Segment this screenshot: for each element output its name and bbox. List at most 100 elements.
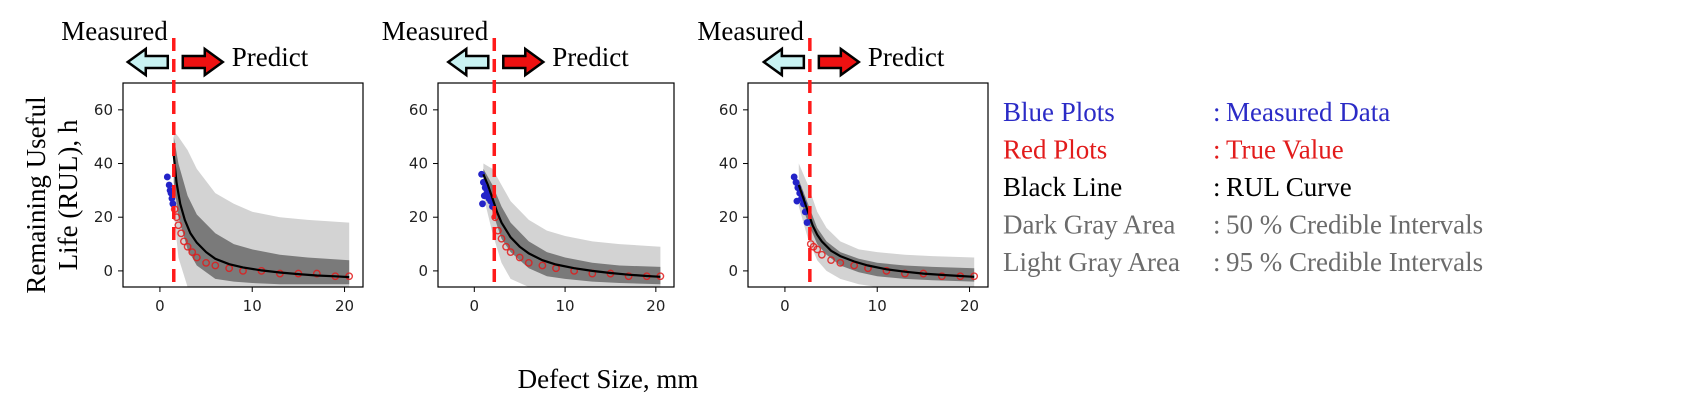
y-tick-label: 0 (103, 262, 113, 280)
legend-colon-2: : (1213, 135, 1221, 165)
measured-point (169, 200, 177, 208)
plot-area (163, 131, 354, 287)
measured-arrow-icon (761, 46, 806, 78)
chart-panel-1: 0 10 20 0 20 40 60 Measured Predict (61, 16, 364, 315)
predict-label: Predict (552, 42, 629, 72)
true-value-point (188, 248, 197, 257)
true-value-point (180, 237, 188, 246)
measured-point (480, 192, 488, 200)
x-tick-label: 0 (470, 297, 480, 315)
measured-label: Measured (61, 16, 168, 46)
true-value-point (211, 261, 220, 270)
true-value-point (813, 245, 822, 254)
rul-curve-line (482, 173, 661, 278)
predict-arrow-icon (817, 46, 861, 78)
measured-label: Measured (382, 16, 489, 46)
measured-point (793, 197, 801, 205)
y-tick-label: 20 (409, 208, 428, 226)
x-tick-label: 10 (868, 297, 887, 315)
legend-value-5: 95 % Credible Intervals (1226, 247, 1483, 277)
true-value-point (524, 258, 533, 267)
measured-point (165, 181, 173, 189)
true-value-point (515, 253, 524, 262)
y-tick-label: 0 (728, 262, 738, 280)
legend-key-2: Red Plots (1003, 135, 1107, 165)
chart-panel-2: 0 10 20 0 20 40 60 Measured Predict (382, 16, 675, 315)
band-50-area (483, 168, 661, 285)
rul-curve-line (172, 155, 350, 279)
x-axis-label: Defect Size, mm (518, 364, 699, 394)
y-tick-label: 60 (94, 101, 113, 119)
y-tick-label: 60 (409, 101, 428, 119)
x-tick-label: 20 (335, 297, 354, 315)
chart-panel-3: 0 10 20 0 20 40 60 Measured Predict (697, 16, 989, 315)
true-value-point (937, 272, 946, 281)
legend-value-2: True Value (1226, 135, 1344, 165)
predict-arrow-icon (181, 46, 225, 78)
true-value-point (538, 261, 547, 270)
true-value-point (192, 253, 201, 262)
y-tick-label: 20 (94, 208, 113, 226)
measured-point (481, 184, 489, 192)
true-value-point (497, 234, 506, 243)
true-value-point (827, 256, 835, 265)
legend-key-4: Dark Gray Area (1003, 210, 1175, 240)
measured-point (479, 200, 486, 208)
axes-frame (747, 82, 989, 288)
y-tick-label: 40 (94, 155, 113, 173)
true-value-point (624, 272, 633, 281)
measured-point (163, 173, 171, 181)
legend-key-5: Light Gray Area (1003, 247, 1180, 277)
y-tick-label: 0 (418, 262, 428, 280)
true-value-point (506, 248, 515, 257)
legend-colon-1: : (1213, 97, 1221, 127)
y-tick-label: 40 (409, 155, 428, 173)
y-tick-label: 40 (719, 155, 738, 173)
legend-value-1: Measured Data (1226, 97, 1390, 127)
predict-label: Predict (232, 42, 309, 72)
x-tick-label: 20 (646, 297, 665, 315)
measured-arrow-icon (446, 46, 490, 78)
measured-point (790, 173, 798, 181)
plot-area (478, 163, 665, 287)
true-value-point (901, 269, 909, 278)
predict-label: Predict (868, 42, 945, 72)
measured-label: Measured (697, 16, 804, 46)
axes-frame (437, 82, 675, 288)
legend-colon-5: : (1213, 247, 1221, 277)
y-axis-label-line1: Remaining Useful (21, 96, 51, 293)
chart-panels: 0 10 20 0 20 40 60 Measured Predict 0 10 20 0 20 40 60 M… (61, 16, 989, 315)
x-tick-label: 20 (960, 297, 979, 315)
x-tick-label: 0 (155, 297, 165, 315)
band-50-area (173, 136, 350, 285)
legend-value-3: RUL Curve (1226, 172, 1352, 202)
y-tick-label: 60 (719, 101, 738, 119)
true-value-point (836, 258, 845, 267)
predict-arrow-icon (502, 46, 546, 78)
true-value-point (502, 242, 510, 251)
plot-area (790, 163, 979, 287)
true-value-point (183, 242, 192, 251)
measured-point (803, 219, 811, 226)
true-value-point (817, 250, 826, 259)
true-value-point (312, 269, 321, 278)
y-axis-label-line2: Life (RUL), h (53, 119, 83, 270)
true-value-point (174, 221, 183, 230)
legend-value-4: 50 % Credible Intervals (1226, 210, 1483, 240)
axes-frame (122, 82, 364, 288)
legend-key-3: Black Line (1003, 172, 1122, 202)
legend-colon-3: : (1213, 172, 1221, 202)
legend-colon-4: : (1213, 210, 1221, 240)
legend-key-1: Blue Plots (1003, 97, 1115, 127)
y-tick-label: 20 (719, 208, 738, 226)
x-tick-label: 10 (556, 297, 575, 315)
true-value-point (882, 266, 891, 275)
true-value-point (202, 258, 210, 267)
measured-arrow-icon (125, 46, 170, 78)
x-tick-label: 0 (780, 297, 790, 315)
true-value-point (177, 229, 186, 238)
x-tick-label: 10 (243, 297, 262, 315)
measured-point (792, 178, 800, 186)
